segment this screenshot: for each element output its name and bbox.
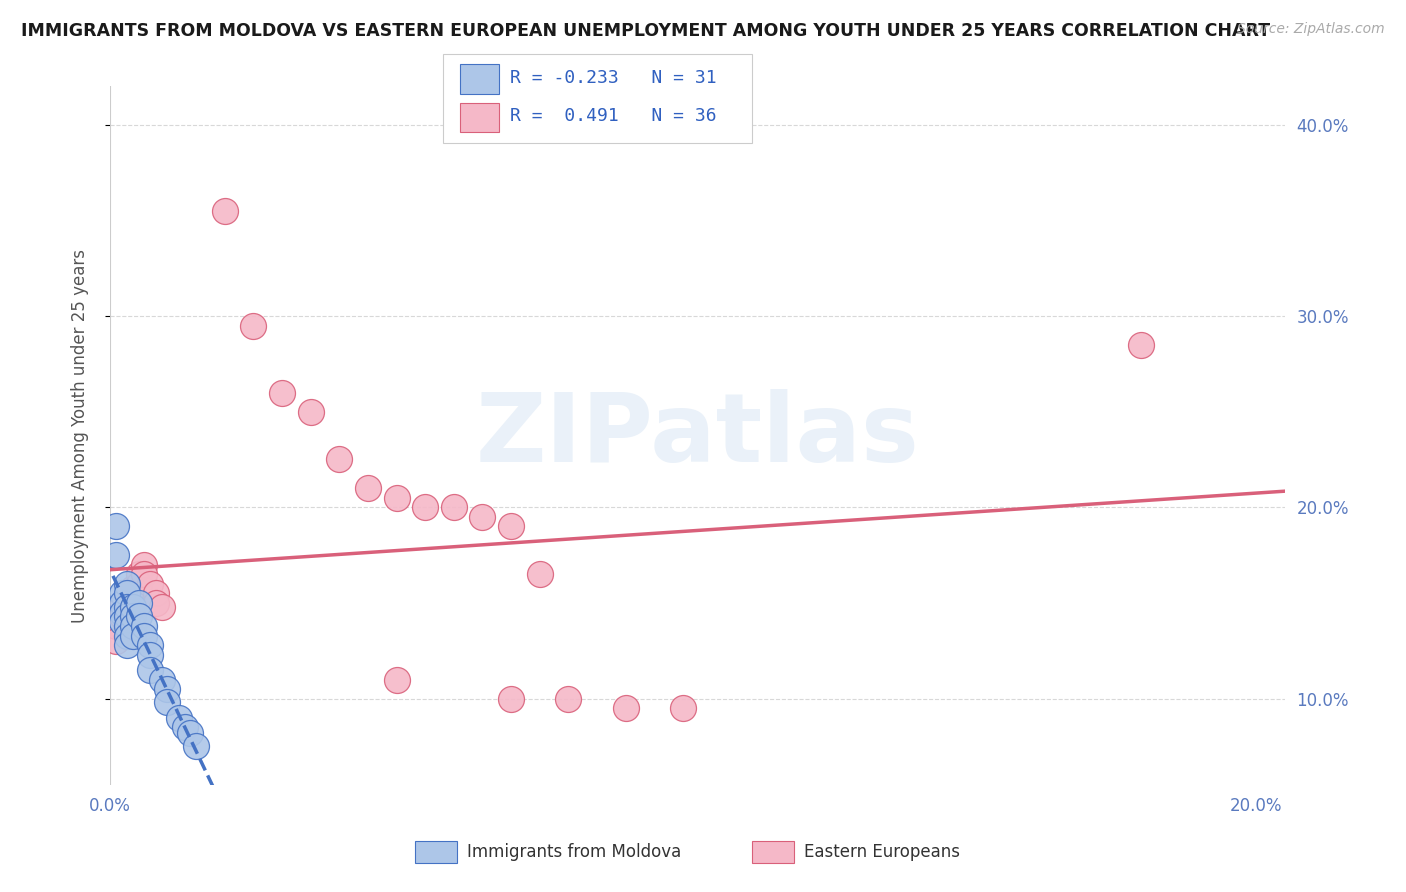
Point	[104, 634, 127, 648]
Point	[134, 628, 156, 642]
Point	[299, 404, 322, 418]
Point	[122, 599, 145, 614]
Point	[104, 548, 127, 562]
Point	[156, 682, 179, 697]
Point	[117, 591, 139, 605]
Point	[145, 596, 167, 610]
Text: ZIPatlas: ZIPatlas	[475, 389, 920, 482]
Point	[117, 577, 139, 591]
Text: Immigrants from Moldova: Immigrants from Moldova	[467, 843, 681, 861]
Point	[529, 567, 551, 582]
Point	[413, 500, 436, 515]
Point	[128, 577, 150, 591]
Text: Source: ZipAtlas.com: Source: ZipAtlas.com	[1237, 22, 1385, 37]
Point	[557, 691, 579, 706]
Point	[156, 696, 179, 710]
Point	[122, 581, 145, 595]
Point	[134, 619, 156, 633]
Point	[128, 567, 150, 582]
Y-axis label: Unemployment Among Youth under 25 years: Unemployment Among Youth under 25 years	[72, 249, 89, 623]
Point	[104, 519, 127, 533]
Point	[179, 726, 201, 740]
Text: IMMIGRANTS FROM MOLDOVA VS EASTERN EUROPEAN UNEMPLOYMENT AMONG YOUTH UNDER 25 YE: IMMIGRANTS FROM MOLDOVA VS EASTERN EUROP…	[21, 22, 1270, 40]
Point	[122, 591, 145, 605]
Point	[139, 638, 162, 652]
Point	[139, 577, 162, 591]
Point	[128, 596, 150, 610]
Point	[122, 619, 145, 633]
Point	[443, 500, 465, 515]
Point	[117, 609, 139, 624]
Point	[110, 596, 132, 610]
Text: Eastern Europeans: Eastern Europeans	[804, 843, 960, 861]
Point	[110, 599, 132, 614]
Point	[110, 615, 132, 629]
Point	[139, 648, 162, 662]
Point	[501, 519, 523, 533]
Point	[117, 638, 139, 652]
Point	[167, 711, 190, 725]
Point	[110, 586, 132, 600]
Point	[173, 720, 195, 734]
Point	[385, 491, 408, 505]
Point	[134, 558, 156, 572]
Point	[614, 701, 637, 715]
Point	[139, 663, 162, 677]
Point	[117, 599, 139, 614]
Point	[357, 481, 380, 495]
Point	[104, 619, 127, 633]
Point	[117, 619, 139, 633]
Point	[1130, 337, 1153, 351]
Point	[672, 701, 695, 715]
Point	[117, 609, 139, 624]
Point	[385, 673, 408, 687]
Point	[122, 609, 145, 624]
Point	[117, 628, 139, 642]
Point	[128, 609, 150, 624]
Point	[134, 567, 156, 582]
Point	[117, 599, 139, 614]
Point	[214, 203, 236, 218]
Text: R = -0.233   N = 31: R = -0.233 N = 31	[510, 69, 717, 87]
Point	[184, 739, 207, 754]
Point	[150, 599, 173, 614]
Point	[122, 599, 145, 614]
Point	[328, 452, 350, 467]
Point	[122, 628, 145, 642]
Point	[110, 609, 132, 624]
Point	[117, 586, 139, 600]
Point	[150, 673, 173, 687]
Point	[271, 385, 294, 400]
Point	[110, 606, 132, 620]
Point	[145, 586, 167, 600]
Text: R =  0.491   N = 36: R = 0.491 N = 36	[510, 107, 717, 125]
Point	[242, 318, 264, 333]
Point	[501, 691, 523, 706]
Point	[471, 509, 494, 524]
